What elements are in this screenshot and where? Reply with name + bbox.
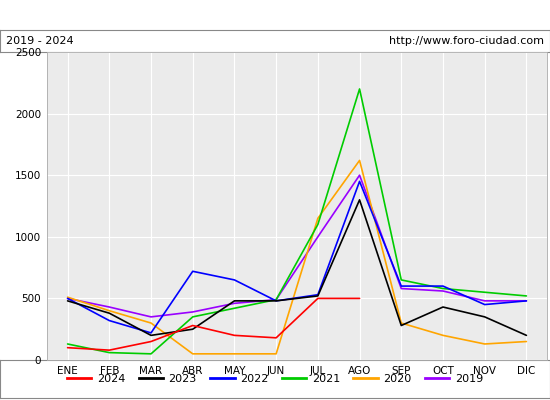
Text: Evolucion Nº Turistas Nacionales en el municipio de Luyego: Evolucion Nº Turistas Nacionales en el m… [69,8,481,22]
Text: 2019 - 2024: 2019 - 2024 [6,36,73,46]
Legend: 2024, 2023, 2022, 2021, 2020, 2019: 2024, 2023, 2022, 2021, 2020, 2019 [62,370,488,388]
Text: http://www.foro-ciudad.com: http://www.foro-ciudad.com [389,36,544,46]
